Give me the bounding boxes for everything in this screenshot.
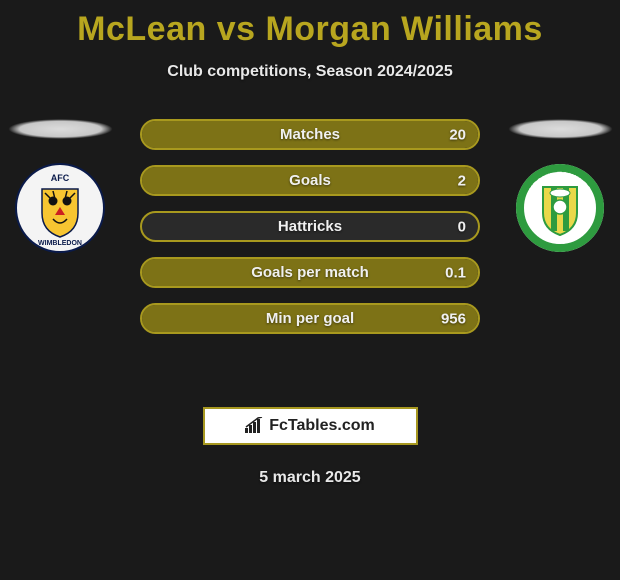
stat-label: Goals <box>289 172 331 189</box>
stat-value-right: 0 <box>458 218 466 235</box>
svg-text:AFC: AFC <box>51 173 70 183</box>
stat-row: Goals 2 <box>140 165 480 196</box>
stat-value-right: 0.1 <box>445 264 466 281</box>
stat-value-right: 956 <box>441 310 466 327</box>
right-player-column: YEOVIL TOWN FC ACHIEVE BY UNITY <box>500 119 620 253</box>
stat-value-right: 2 <box>458 172 466 189</box>
stat-row: Goals per match 0.1 <box>140 257 480 288</box>
brand-badge: FcTables.com <box>203 407 418 445</box>
comparison-panel: AFC WIMBLEDON YEOVIL TOWN FC ACHIEVE BY … <box>0 119 620 379</box>
stat-label: Hattricks <box>278 218 342 235</box>
stat-row: Hattricks 0 <box>140 211 480 242</box>
stat-label: Min per goal <box>266 310 354 327</box>
bar-chart-icon <box>245 417 265 435</box>
svg-text:WIMBLEDON: WIMBLEDON <box>38 240 82 247</box>
subtitle: Club competitions, Season 2024/2025 <box>0 63 620 81</box>
stats-list: Matches 20 Goals 2 Hattricks 0 Goals per match… <box>140 119 480 334</box>
brand-text: FcTables.com <box>269 417 375 435</box>
stat-label: Matches <box>280 126 340 143</box>
stat-value-right: 20 <box>449 126 466 143</box>
stat-label: Goals per match <box>251 264 369 281</box>
club-logo-left: AFC WIMBLEDON <box>15 163 105 253</box>
stat-row: Min per goal 956 <box>140 303 480 334</box>
avatar-shadow <box>8 119 113 139</box>
page-title: McLean vs Morgan Williams <box>0 0 620 49</box>
club-logo-right: YEOVIL TOWN FC ACHIEVE BY UNITY <box>515 163 605 253</box>
avatar-shadow <box>508 119 613 139</box>
left-player-column: AFC WIMBLEDON <box>0 119 120 253</box>
date-label: 5 march 2025 <box>0 469 620 487</box>
stat-row: Matches 20 <box>140 119 480 150</box>
